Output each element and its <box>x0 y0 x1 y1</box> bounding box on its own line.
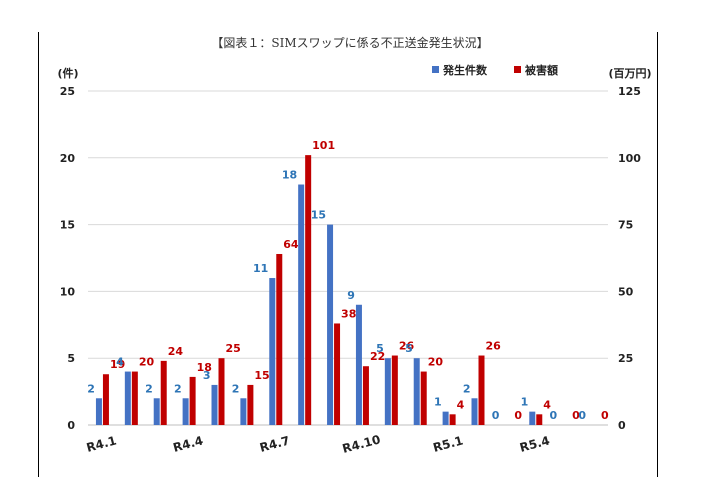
chart-frame <box>38 32 658 477</box>
data-label-damage: 4 <box>457 398 465 411</box>
bar-damage <box>247 384 254 425</box>
bar-count <box>153 398 160 425</box>
bar-damage <box>420 371 427 425</box>
bar-damage <box>189 376 196 425</box>
data-label-damage: 0 <box>601 409 609 422</box>
data-label-count: 1 <box>521 396 529 409</box>
data-label-damage: 20 <box>428 356 444 369</box>
y-left-tick-label: 5 <box>67 352 75 365</box>
data-label-count: 0 <box>550 409 558 422</box>
data-label-damage: 22 <box>370 350 385 363</box>
data-label-damage: 25 <box>226 342 241 355</box>
y-left-tick-label: 0 <box>67 419 75 432</box>
data-label-damage: 19 <box>110 358 125 371</box>
data-label-damage: 15 <box>254 369 269 382</box>
bar-count <box>298 184 305 425</box>
data-label-count: 5 <box>376 342 384 355</box>
data-label-count: 0 <box>578 409 586 422</box>
data-label-count: 18 <box>282 169 297 182</box>
bar-damage <box>334 323 341 425</box>
data-label-count: 2 <box>174 382 182 395</box>
y-right-tick-label: 75 <box>618 219 633 232</box>
bar-count <box>384 358 391 425</box>
data-label-damage: 38 <box>341 307 356 320</box>
y-left-tick-label: 20 <box>60 152 76 165</box>
legend-label-damage: 被害額 <box>525 63 558 77</box>
x-tick-label: R5.4 <box>518 433 551 454</box>
x-tick-label: R5.1 <box>432 433 465 454</box>
data-label-count: 4 <box>116 356 124 369</box>
data-label-damage: 24 <box>168 345 184 358</box>
bar-count <box>471 398 478 425</box>
data-label-damage: 18 <box>197 361 212 374</box>
y-left-tick-label: 10 <box>60 285 76 298</box>
y-right-unit-label: (百万円) <box>608 67 651 80</box>
legend-swatch-count <box>432 66 439 73</box>
y-right-tick-label: 100 <box>618 152 641 165</box>
data-label-count: 5 <box>405 342 413 355</box>
y-left-tick-label: 15 <box>60 219 75 232</box>
bar-count <box>182 398 189 425</box>
data-label-damage: 101 <box>312 139 335 152</box>
bar-damage <box>276 253 283 425</box>
data-label-count: 15 <box>311 209 326 222</box>
bar-damage <box>305 155 312 426</box>
legend-label-count: 発生件数 <box>442 63 488 77</box>
data-label-count: 2 <box>145 382 153 395</box>
x-tick-label: R4.1 <box>85 433 118 454</box>
data-label-count: 1 <box>434 396 442 409</box>
bar-count <box>529 411 536 425</box>
x-tick-label: R4.7 <box>258 433 291 454</box>
y-right-tick-label: 50 <box>618 285 634 298</box>
bar-count <box>211 384 218 425</box>
data-label-count: 2 <box>463 382 471 395</box>
data-label-damage: 0 <box>514 409 522 422</box>
data-label-count: 9 <box>347 289 355 302</box>
data-label-damage: 20 <box>139 356 155 369</box>
y-right-tick-label: 25 <box>618 352 633 365</box>
bar-damage <box>391 355 398 425</box>
x-tick-label: R4.4 <box>172 433 205 454</box>
data-label-damage: 26 <box>486 340 502 353</box>
y-left-tick-label: 25 <box>60 85 75 98</box>
data-label-count: 11 <box>253 262 268 275</box>
data-label-damage: 64 <box>283 238 299 251</box>
data-label-count: 0 <box>492 409 500 422</box>
y-right-tick-label: 125 <box>618 85 641 98</box>
data-label-count: 2 <box>87 382 95 395</box>
data-label-damage: 0 <box>572 409 580 422</box>
legend-swatch-damage <box>514 66 521 73</box>
bar-damage <box>536 414 543 425</box>
y-right-tick-label: 0 <box>618 419 626 432</box>
bar-count <box>240 398 247 425</box>
x-tick-label: R4.10 <box>341 432 382 456</box>
data-label-damage: 4 <box>543 398 551 411</box>
bar-damage <box>102 374 109 425</box>
chart-title: 【図表１：SIMスワップに係る不正送金発生状況】 <box>211 35 488 50</box>
data-label-count: 2 <box>232 382 240 395</box>
bar-count <box>95 398 102 425</box>
data-label-damage: 26 <box>399 340 415 353</box>
data-label-count: 3 <box>203 369 211 382</box>
bar-count <box>327 224 334 425</box>
bar-count <box>355 304 362 425</box>
bar-count <box>442 411 449 425</box>
bar-damage <box>218 358 225 425</box>
bar-damage <box>362 366 369 425</box>
bar-damage <box>160 360 167 425</box>
bar-count <box>124 371 131 425</box>
bar-count <box>413 358 420 425</box>
bar-damage <box>478 355 485 425</box>
bar-count <box>269 278 276 425</box>
bar-damage <box>449 414 456 425</box>
bar-damage <box>131 371 138 425</box>
y-left-unit-label: (件) <box>57 66 78 80</box>
